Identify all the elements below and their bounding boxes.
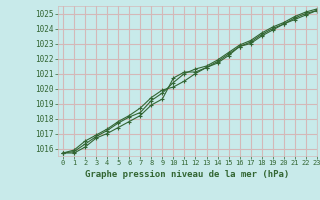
X-axis label: Graphe pression niveau de la mer (hPa): Graphe pression niveau de la mer (hPa) bbox=[85, 170, 289, 179]
